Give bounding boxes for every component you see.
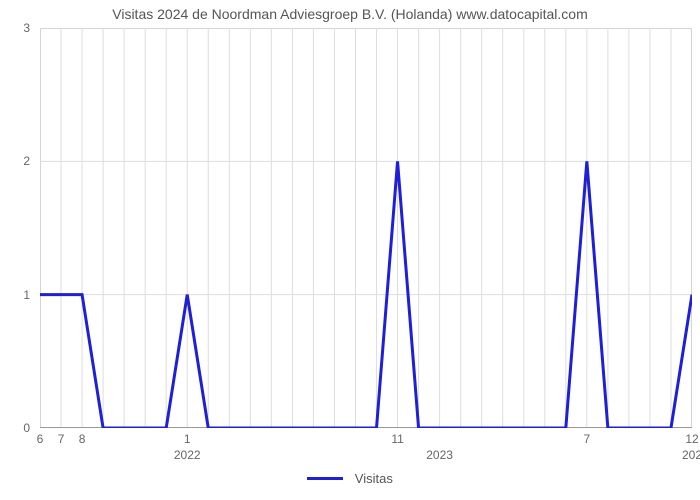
y-tick-label: 1: [0, 288, 30, 302]
x-year-label: 2022: [174, 448, 201, 462]
chart-title: Visitas 2024 de Noordman Adviesgroep B.V…: [0, 6, 700, 22]
legend-swatch: [307, 477, 343, 480]
plot-area: [40, 28, 692, 428]
legend: Visitas: [0, 470, 700, 486]
y-tick-label: 2: [0, 154, 30, 168]
x-tick-label: 7: [583, 432, 590, 446]
y-tick-label: 0: [0, 421, 30, 435]
x-year-label: 2023: [426, 448, 453, 462]
x-year-label: 202: [682, 448, 700, 462]
x-tick-label: 1: [184, 432, 191, 446]
legend-label: Visitas: [355, 471, 393, 486]
x-tick-label: 11: [391, 432, 403, 446]
plot-svg: [40, 28, 692, 428]
x-tick-label: 7: [58, 432, 65, 446]
x-tick-label: 8: [79, 432, 86, 446]
y-tick-label: 3: [0, 21, 30, 35]
visits-line-chart: Visitas 2024 de Noordman Adviesgroep B.V…: [0, 0, 700, 500]
x-tick-label: 12: [685, 432, 698, 446]
x-tick-label: 6: [37, 432, 44, 446]
